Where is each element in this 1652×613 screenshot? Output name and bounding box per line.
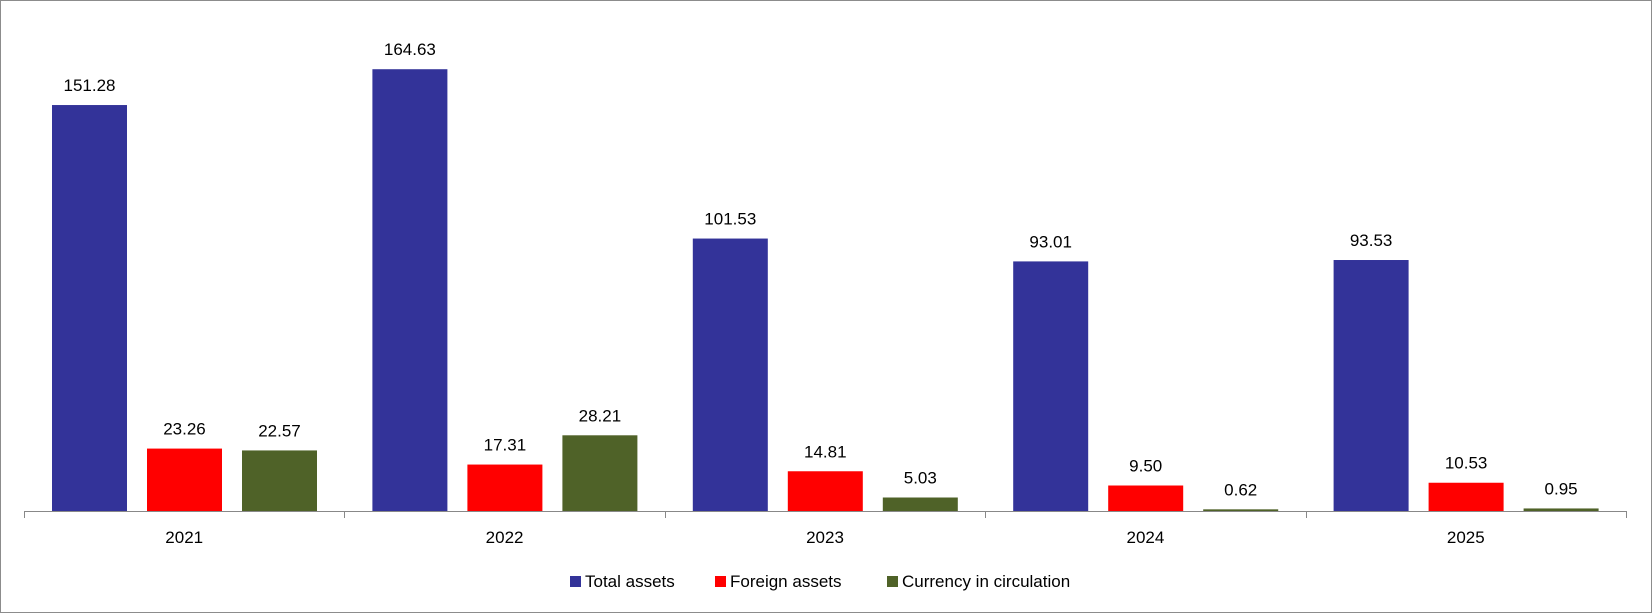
bar-foreign-assets-2021 bbox=[147, 448, 222, 511]
legend-item-currency-in-circulation: Currency in circulation bbox=[887, 572, 1070, 591]
data-label-currency-in-circulation-2023: 5.03 bbox=[904, 469, 937, 488]
bar-currency-in-circulation-2024 bbox=[1203, 509, 1279, 511]
data-label-foreign-assets-2024: 9.50 bbox=[1129, 457, 1162, 476]
x-tick-label-2025: 2025 bbox=[1447, 528, 1485, 547]
legend-swatch-currency-in-circulation bbox=[887, 576, 898, 587]
bar-currency-in-circulation-2022 bbox=[562, 435, 638, 511]
data-label-foreign-assets-2022: 17.31 bbox=[484, 436, 527, 455]
legend-label-total-assets: Total assets bbox=[585, 572, 675, 591]
x-axis-tick-labels: 2021 2022 2023 2024 2025 bbox=[165, 528, 1484, 547]
bar-foreign-assets-2025 bbox=[1428, 482, 1504, 511]
bar-currency-in-circulation-2023 bbox=[882, 497, 958, 511]
data-label-total-assets-2025: 93.53 bbox=[1350, 231, 1393, 250]
data-labels-group: 151.28 23.26 22.57 164.63 17.31 28.21 101.53 14… bbox=[64, 40, 1578, 499]
legend-label-currency-in-circulation: Currency in circulation bbox=[902, 572, 1070, 591]
data-label-foreign-assets-2023: 14.81 bbox=[804, 442, 847, 461]
data-label-currency-in-circulation-2025: 0.95 bbox=[1545, 479, 1578, 498]
x-axis-ticks bbox=[24, 511, 1627, 518]
bar-total-assets-2025 bbox=[1333, 260, 1409, 511]
bar-total-assets-2021 bbox=[52, 105, 127, 511]
x-tick-label-2023: 2023 bbox=[806, 528, 844, 547]
data-label-currency-in-circulation-2021: 22.57 bbox=[258, 421, 301, 440]
bar-total-assets-2024 bbox=[1013, 261, 1089, 511]
bar-foreign-assets-2022 bbox=[467, 464, 543, 511]
legend: Total assets Foreign assets Currency in ci… bbox=[570, 572, 1070, 591]
data-label-total-assets-2023: 101.53 bbox=[704, 210, 756, 229]
data-label-total-assets-2022: 164.63 bbox=[384, 40, 436, 59]
bar-foreign-assets-2024 bbox=[1108, 485, 1184, 511]
legend-item-total-assets: Total assets bbox=[570, 572, 675, 591]
bars-group bbox=[52, 69, 1599, 511]
data-label-total-assets-2024: 93.01 bbox=[1029, 232, 1072, 251]
data-label-foreign-assets-2021: 23.26 bbox=[163, 420, 206, 439]
bar-foreign-assets-2023 bbox=[787, 471, 863, 511]
x-tick-label-2022: 2022 bbox=[486, 528, 524, 547]
bar-currency-in-circulation-2021 bbox=[242, 450, 317, 511]
bar-currency-in-circulation-2025 bbox=[1523, 508, 1599, 511]
x-tick-label-2021: 2021 bbox=[165, 528, 203, 547]
data-label-total-assets-2021: 151.28 bbox=[64, 76, 116, 95]
legend-label-foreign-assets: Foreign assets bbox=[730, 572, 842, 591]
bar-total-assets-2023 bbox=[692, 238, 768, 511]
data-label-currency-in-circulation-2024: 0.62 bbox=[1224, 480, 1257, 499]
legend-item-foreign-assets: Foreign assets bbox=[715, 572, 842, 591]
x-tick-label-2024: 2024 bbox=[1126, 528, 1164, 547]
data-label-currency-in-circulation-2022: 28.21 bbox=[579, 406, 622, 425]
bar-total-assets-2022 bbox=[372, 69, 448, 511]
legend-swatch-foreign-assets bbox=[715, 576, 726, 587]
data-label-foreign-assets-2025: 10.53 bbox=[1445, 454, 1488, 473]
legend-swatch-total-assets bbox=[570, 576, 581, 587]
